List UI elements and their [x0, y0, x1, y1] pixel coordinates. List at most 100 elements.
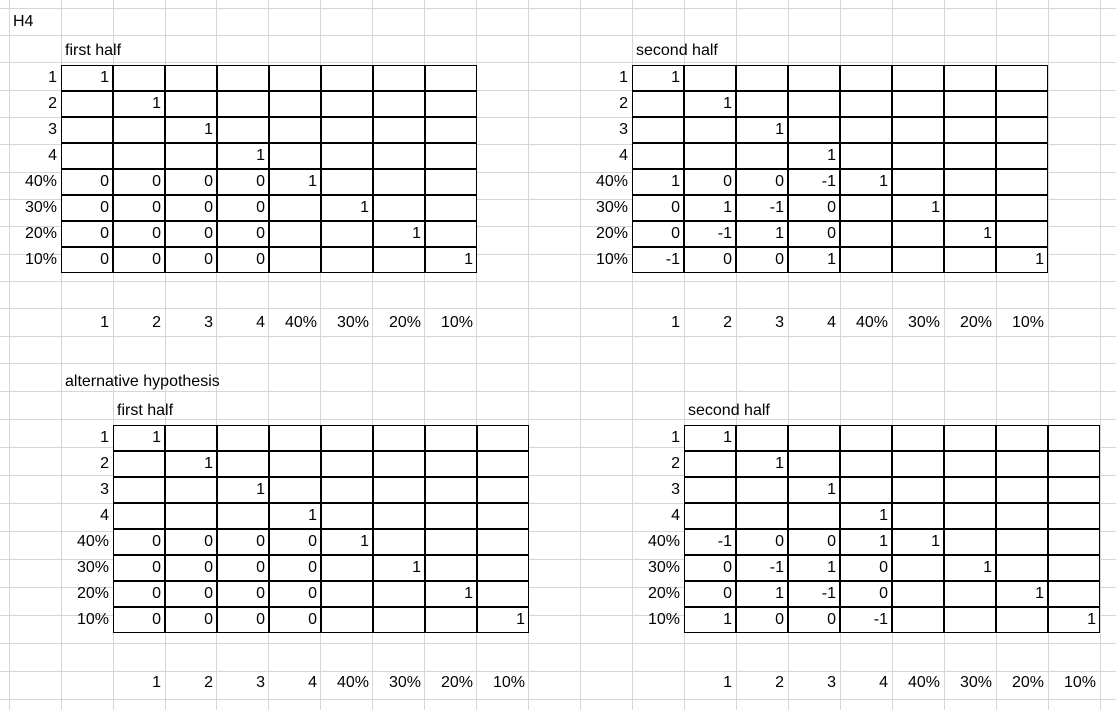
table-cell-border[interactable] — [840, 117, 892, 143]
table-cell-border[interactable] — [165, 117, 217, 143]
table-cell-border[interactable] — [269, 221, 321, 247]
table-cell-border[interactable] — [113, 451, 165, 477]
table-cell-border[interactable] — [944, 91, 996, 117]
table-cell-border[interactable] — [217, 607, 269, 633]
table-cell-border[interactable] — [840, 607, 892, 633]
table-cell-border[interactable] — [61, 247, 113, 273]
table-cell-border[interactable] — [477, 503, 529, 529]
table-cell-border[interactable] — [840, 195, 892, 221]
table-cell-border[interactable] — [373, 503, 425, 529]
table-cell-border[interactable] — [840, 169, 892, 195]
table-cell-border[interactable] — [840, 65, 892, 91]
table-cell-border[interactable] — [736, 503, 788, 529]
table-cell-border[interactable] — [684, 477, 736, 503]
table-cell-border[interactable] — [944, 117, 996, 143]
table-cell-border[interactable] — [684, 451, 736, 477]
table-cell-border[interactable] — [788, 425, 840, 451]
table-cell-border[interactable] — [1048, 451, 1100, 477]
table-cell-border[interactable] — [996, 451, 1048, 477]
table-cell-border[interactable] — [736, 477, 788, 503]
table-cell-border[interactable] — [944, 169, 996, 195]
table-cell-border[interactable] — [944, 477, 996, 503]
table-cell-border[interactable] — [217, 221, 269, 247]
table-cell-border[interactable] — [113, 425, 165, 451]
table-cell-border[interactable] — [788, 221, 840, 247]
table-cell-border[interactable] — [996, 529, 1048, 555]
table-cell-border[interactable] — [217, 477, 269, 503]
table-cell-border[interactable] — [944, 65, 996, 91]
table-cell-border[interactable] — [425, 65, 477, 91]
table-cell-border[interactable] — [840, 91, 892, 117]
table-cell-border[interactable] — [1048, 555, 1100, 581]
table-cell-border[interactable] — [944, 503, 996, 529]
table-cell-border[interactable] — [321, 169, 373, 195]
table-cell-border[interactable] — [217, 117, 269, 143]
table-cell-border[interactable] — [892, 247, 944, 273]
table-cell-border[interactable] — [632, 221, 684, 247]
table-cell-border[interactable] — [840, 503, 892, 529]
table-cell-border[interactable] — [736, 607, 788, 633]
table-cell-border[interactable] — [269, 477, 321, 503]
table-cell-border[interactable] — [269, 143, 321, 169]
table-cell-border[interactable] — [373, 451, 425, 477]
table-cell-border[interactable] — [684, 143, 736, 169]
table-cell-border[interactable] — [684, 581, 736, 607]
table-cell-border[interactable] — [996, 143, 1048, 169]
table-cell-border[interactable] — [165, 247, 217, 273]
table-cell-border[interactable] — [736, 143, 788, 169]
table-cell-border[interactable] — [425, 425, 477, 451]
table-cell-border[interactable] — [269, 425, 321, 451]
table-cell-border[interactable] — [321, 221, 373, 247]
table-cell-border[interactable] — [632, 91, 684, 117]
table-cell-border[interactable] — [217, 247, 269, 273]
table-cell-border[interactable] — [425, 117, 477, 143]
table-cell-border[interactable] — [788, 247, 840, 273]
table-cell-border[interactable] — [269, 503, 321, 529]
table-cell-border[interactable] — [632, 143, 684, 169]
table-cell-border[interactable] — [321, 117, 373, 143]
table-cell-border[interactable] — [321, 451, 373, 477]
table-cell-border[interactable] — [632, 65, 684, 91]
table-cell-border[interactable] — [632, 169, 684, 195]
table-cell-border[interactable] — [892, 607, 944, 633]
table-cell-border[interactable] — [113, 117, 165, 143]
table-cell-border[interactable] — [684, 425, 736, 451]
table-cell-border[interactable] — [736, 195, 788, 221]
table-cell-border[interactable] — [113, 503, 165, 529]
table-cell-border[interactable] — [425, 503, 477, 529]
table-cell-border[interactable] — [165, 169, 217, 195]
table-cell-border[interactable] — [788, 555, 840, 581]
table-cell-border[interactable] — [996, 117, 1048, 143]
table-cell-border[interactable] — [217, 503, 269, 529]
table-cell-border[interactable] — [684, 529, 736, 555]
table-cell-border[interactable] — [165, 607, 217, 633]
table-cell-border[interactable] — [269, 65, 321, 91]
table-cell-border[interactable] — [840, 143, 892, 169]
table-cell-border[interactable] — [840, 247, 892, 273]
table-cell-border[interactable] — [425, 247, 477, 273]
table-cell-border[interactable] — [996, 247, 1048, 273]
table-cell-border[interactable] — [684, 195, 736, 221]
table-cell-border[interactable] — [165, 221, 217, 247]
table-cell-border[interactable] — [113, 143, 165, 169]
table-cell-border[interactable] — [944, 247, 996, 273]
table-cell-border[interactable] — [1048, 477, 1100, 503]
table-cell-border[interactable] — [477, 555, 529, 581]
table-cell-border[interactable] — [892, 425, 944, 451]
table-cell-border[interactable] — [113, 91, 165, 117]
table-cell-border[interactable] — [1048, 529, 1100, 555]
table-cell-border[interactable] — [684, 503, 736, 529]
table-cell-border[interactable] — [165, 581, 217, 607]
table-cell-border[interactable] — [996, 581, 1048, 607]
table-cell-border[interactable] — [373, 607, 425, 633]
table-cell-border[interactable] — [736, 65, 788, 91]
table-cell-border[interactable] — [736, 451, 788, 477]
table-cell-border[interactable] — [321, 195, 373, 221]
table-cell-border[interactable] — [736, 91, 788, 117]
table-cell-border[interactable] — [892, 195, 944, 221]
table-cell-border[interactable] — [840, 221, 892, 247]
table-cell-border[interactable] — [269, 581, 321, 607]
table-cell-border[interactable] — [996, 221, 1048, 247]
table-cell-border[interactable] — [892, 477, 944, 503]
